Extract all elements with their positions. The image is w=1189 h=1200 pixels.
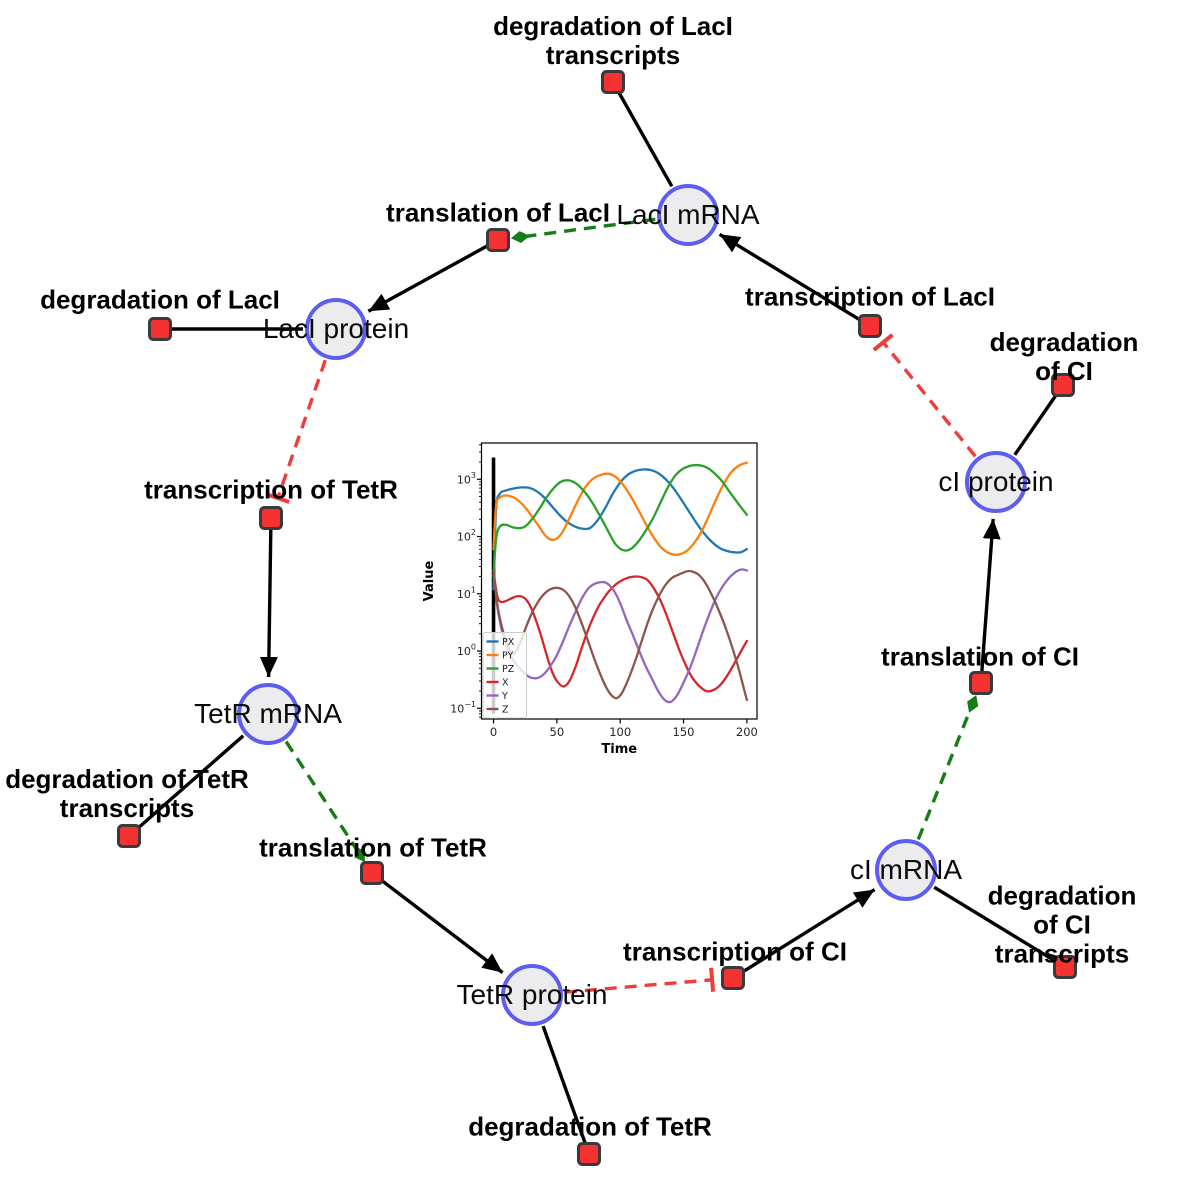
edge-modifier-cI_mRNA-transl_cI (916, 706, 973, 841)
reaction-node-deg_lacI_tx[interactable] (601, 70, 625, 94)
inhibition-tbar-icon (265, 492, 290, 504)
reaction-label-deg_cI: degradation of CI (989, 327, 1139, 386)
species-label-lacI_protein: LacI protein (262, 313, 410, 344)
legend-label-Z: Z (502, 704, 509, 715)
species-label-cI_mRNA: cI mRNA (850, 854, 962, 885)
reaction-label-deg_tetR_tx: degradation of TetR transcripts (5, 764, 249, 823)
reaction-label-transc_lacI: transcription of LacI (745, 281, 995, 312)
reaction-node-transl_tetR[interactable] (360, 861, 384, 885)
edge-inhibition-tetR_protein-transc_cI (564, 978, 713, 994)
reaction-node-transl_cI[interactable] (969, 671, 993, 695)
edge-inhibition-cI_protein-transc_lacI (881, 341, 977, 458)
edge-modifier-tetR_mRNA-transl_tetR (284, 740, 360, 853)
legend-label-PX: PX (502, 637, 515, 648)
reaction-node-deg_tetR_tx[interactable] (117, 824, 141, 848)
reaction-label-transc_cI: transcription of CI (623, 936, 847, 967)
series-line-X (492, 569, 749, 693)
timecourse-plot: 0 50 100 150 200 103 102 101 100 10−1 Time Value PX P… (422, 442, 758, 757)
x-tick-label: 100 (609, 725, 631, 739)
edge-consumption-cI_protein-deg_cI (1013, 393, 1058, 456)
series-line-PZ (492, 463, 749, 578)
inhibition-tbar-icon (709, 967, 716, 992)
species-node-lacI_protein[interactable] (305, 298, 367, 360)
edge-production-transl_tetR-tetR_protein (380, 878, 504, 974)
species-node-cI_mRNA[interactable] (875, 839, 937, 901)
edge-consumption-tetR_mRNA-deg_tetR_tx (136, 734, 245, 830)
legend-label-X: X (502, 677, 509, 688)
y-tick-label: 100 (457, 643, 476, 659)
x-tick-label: 150 (673, 725, 695, 739)
species-node-tetR_mRNA[interactable] (237, 683, 299, 745)
reaction-node-deg_cI[interactable] (1051, 373, 1075, 397)
reaction-label-transc_tetR: transcription of TetR (144, 474, 398, 505)
edge-production-transc_cI-cI_mRNA (742, 888, 876, 974)
species-node-lacI_mRNA[interactable] (657, 184, 719, 246)
legend-label-Y: Y (501, 691, 508, 702)
modifier-arrowhead-icon (354, 846, 365, 863)
axes-box (480, 442, 758, 720)
reaction-label-transl_lacI: translation of LacI (386, 197, 610, 228)
edge-production-transc_lacI-lacI_mRNA (718, 232, 861, 322)
reaction-node-transc_tetR[interactable] (259, 506, 283, 530)
reaction-node-transl_lacI[interactable] (486, 228, 510, 252)
reaction-label-transl_tetR: translation of TetR (259, 832, 487, 863)
species-label-tetR_protein: TetR protein (456, 979, 608, 1010)
reaction-node-transc_lacI[interactable] (858, 314, 882, 338)
y-tick-label: 101 (457, 585, 476, 601)
inhibition-tbar-icon (872, 333, 894, 352)
x-tick-label: 200 (736, 725, 758, 739)
x-axis-title: Time (601, 742, 637, 757)
reaction-label-deg_tetR: degradation of TetR (468, 1111, 712, 1142)
edge-consumption-cI_mRNA-deg_cI_tx (933, 885, 1056, 963)
series-line-Y (492, 568, 749, 704)
species-node-cI_protein[interactable] (965, 451, 1027, 513)
species-node-tetR_protein[interactable] (501, 964, 563, 1026)
modifier-arrowhead-icon (967, 695, 979, 713)
species-label-cI_protein: cI protein (938, 466, 1054, 497)
x-tick-label: 0 (490, 725, 497, 739)
reaction-node-transc_cI[interactable] (721, 966, 745, 990)
edge-production-transl_cI-cI_protein (980, 518, 1001, 672)
edge-inhibition-lacI_protein-transc_tetR (276, 359, 327, 499)
legend-label-PZ: PZ (502, 664, 515, 675)
reaction-label-deg_lacI_tx: degradation of LacI transcripts (493, 11, 733, 70)
series-line-PX (492, 468, 749, 591)
edge-consumption-lacI_mRNA-deg_lacI_tx (617, 91, 674, 188)
species-label-tetR_mRNA: TetR mRNA (194, 698, 342, 729)
edge-production-transc_tetR-tetR_mRNA (259, 529, 278, 678)
modifier-arrowhead-icon (510, 231, 530, 243)
edge-consumption-tetR_protein-deg_tetR (541, 1025, 587, 1144)
edge-modifier-lacI_mRNA-transl_lacI (523, 217, 656, 239)
y-tick-label: 10−1 (450, 700, 476, 716)
series-line-PY (492, 461, 749, 556)
reaction-node-deg_lacI[interactable] (148, 317, 172, 341)
x-tick-label: 50 (550, 725, 565, 739)
edge-production-transl_lacI-lacI_protein (367, 244, 489, 313)
y-axis-title: Value (422, 560, 437, 601)
series-line-Z (492, 569, 749, 702)
reaction-node-deg_tetR[interactable] (577, 1142, 601, 1166)
reaction-label-transl_cI: translation of CI (881, 641, 1079, 672)
reaction-node-deg_cI_tx[interactable] (1053, 955, 1077, 979)
legend-label-PY: PY (502, 650, 514, 661)
species-label-lacI_mRNA: LacI mRNA (616, 199, 760, 230)
y-tick-label: 103 (457, 471, 476, 487)
reaction-label-deg_cI_tx: degradation of CI transcripts (987, 880, 1137, 969)
y-tick-label: 102 (457, 528, 476, 544)
reaction-label-deg_lacI: degradation of LacI (40, 284, 280, 315)
